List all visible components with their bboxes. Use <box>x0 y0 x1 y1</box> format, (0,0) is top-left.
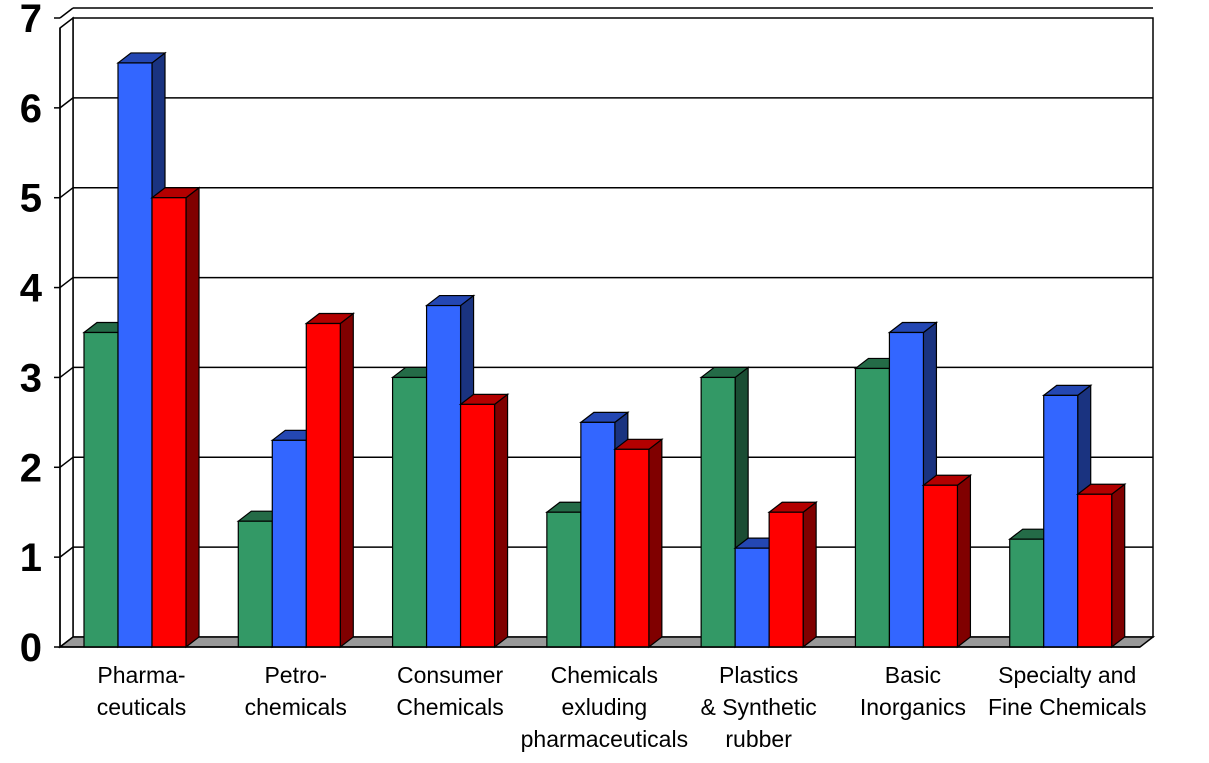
bar <box>237 520 273 648</box>
x-tick-label-line: Chemicals <box>551 662 658 688</box>
x-tick-label-line: Consumer <box>397 662 503 688</box>
x-tick-label-line: Basic <box>885 662 941 688</box>
y-tick-label: 1 <box>20 536 42 580</box>
x-tick-label-line: Chemicals <box>396 694 503 720</box>
bar <box>854 367 891 648</box>
gridline-side <box>59 276 74 289</box>
bar-side <box>185 186 200 649</box>
bar <box>391 376 428 648</box>
bar <box>83 331 119 648</box>
bar <box>271 439 307 648</box>
x-tick-label-line: ceuticals <box>97 694 186 720</box>
y-tick-label: 6 <box>20 87 42 131</box>
x-tick-label: Consumer Chemicals <box>396 662 503 720</box>
x-tick-label-line: Plastics <box>719 662 798 688</box>
y-tick-label: 2 <box>20 446 42 490</box>
x-tick-label-line: Specialty and <box>998 662 1136 688</box>
gridline-side <box>59 7 74 19</box>
x-tick-label-line: Inorganics <box>860 694 966 720</box>
bar <box>151 197 187 648</box>
bar <box>117 62 153 648</box>
gridline-side <box>59 456 74 468</box>
y-tick-label: 3 <box>20 356 42 400</box>
x-tick-label: Plastics & Synthetic rubber <box>700 662 816 752</box>
bar <box>580 421 616 648</box>
bar <box>546 511 582 648</box>
bar <box>734 547 770 648</box>
bar <box>1009 538 1045 648</box>
x-tick-label: Basic Inorganics <box>860 662 966 720</box>
bar-side <box>802 500 817 649</box>
x-tick-label-line: Pharma- <box>97 662 185 688</box>
bar <box>700 376 736 648</box>
bar-side <box>1111 483 1126 649</box>
gridline-side <box>59 97 74 109</box>
bar-side <box>956 474 972 649</box>
x-tick-label-line: Petro- <box>264 662 327 688</box>
gridline-side <box>59 366 74 379</box>
bar <box>614 448 650 648</box>
x-tick-label-line: & Synthetic <box>700 694 816 720</box>
gridline-side <box>59 546 74 558</box>
y-tick-label: 7 <box>20 0 42 41</box>
x-tick-label: Pharma-ceuticals <box>97 662 186 720</box>
y-tick-label: 0 <box>20 626 42 670</box>
x-tick-label-line: chemicals <box>245 694 347 720</box>
bar <box>1077 493 1113 648</box>
bar <box>459 403 496 648</box>
y-tick-label: 5 <box>20 177 42 221</box>
x-tick-label-line: exluding <box>562 694 648 720</box>
bar-side <box>339 312 354 649</box>
x-tick-label: Petro-chemicals <box>245 662 347 720</box>
bar <box>1043 394 1079 648</box>
bar-side <box>493 393 509 649</box>
bar <box>922 484 959 648</box>
x-tick-label: Chemicals exluding pharmaceuticals <box>521 662 688 752</box>
x-tick-label-line: Fine Chemicals <box>988 694 1147 720</box>
gridline-side <box>59 187 74 199</box>
x-tick-label: Specialty and Fine Chemicals <box>988 662 1147 720</box>
x-tick-label-line: rubber <box>725 726 792 752</box>
y-tick-label: 4 <box>20 267 43 311</box>
bar <box>305 322 341 648</box>
bar <box>425 304 462 648</box>
bar-side <box>648 438 663 649</box>
bar <box>888 331 925 648</box>
x-tick-label-line: pharmaceuticals <box>521 726 688 752</box>
bar <box>768 511 804 648</box>
